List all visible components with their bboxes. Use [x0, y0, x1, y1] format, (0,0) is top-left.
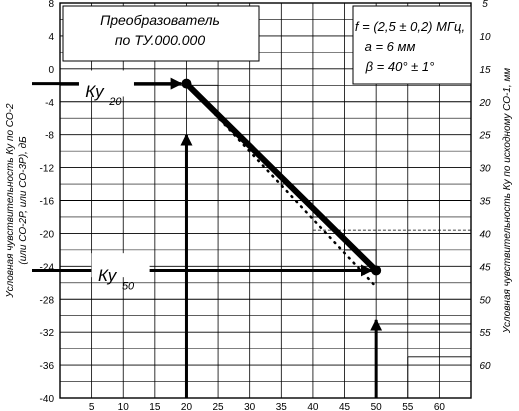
left-tick-label: -28 [40, 295, 55, 306]
left-tick-label: -24 [40, 262, 55, 273]
left-tick-label: 0 [48, 65, 54, 76]
ku50-label-bg [91, 253, 150, 278]
left-tick-label: -4 [45, 98, 54, 109]
x-tick-label: 40 [307, 402, 319, 411]
series-point [371, 265, 382, 276]
param-frequency: f = (2,5 ± 0,2) МГц, [355, 19, 465, 34]
right-tick-label: 50 [479, 295, 491, 306]
left-axis-label-line2: (или СО-2Р, или СО-3Р), дБ [18, 136, 29, 265]
right-axis-label-text: Условная чувствительность Ку по исходном… [502, 68, 513, 334]
transducer-title: Преобразователь [100, 12, 220, 28]
ku20-subscript: 20 [108, 96, 122, 108]
ku50-label: Ку [98, 266, 118, 285]
x-tick-label: 25 [213, 402, 225, 411]
right-tick-label: 10 [479, 32, 491, 43]
series-point [181, 78, 192, 89]
x-tick-label: 35 [276, 402, 288, 411]
right-tick-label: 40 [479, 229, 491, 240]
chart-grid [59, 2, 472, 399]
dotted-series-line [185, 82, 378, 289]
params-box [352, 5, 472, 85]
solid-series-line [183, 80, 380, 274]
x-tick-label: 60 [434, 402, 446, 411]
right-tick-label: 5 [482, 0, 488, 10]
param-beta: β = 40° ± 1° [365, 59, 435, 74]
ku50-subscript: 50 [122, 280, 135, 292]
right-tick-label: 30 [479, 164, 491, 175]
left-tick-label: -8 [45, 131, 54, 142]
left-tick-label: 4 [48, 32, 54, 43]
left-axis-label-line1: Условная чувствительность Ку по СО-2 [5, 103, 16, 299]
left-axis-label: Условная чувствительность Ку по СО-2 (или… [5, 103, 29, 299]
x-tick-label: 30 [244, 402, 256, 411]
x-tick-label: 20 [181, 402, 193, 411]
left-tick-label: 8 [48, 0, 54, 10]
x-tick-label: 50 [371, 402, 383, 411]
chart-marks [32, 77, 421, 398]
x-tick-label: 10 [118, 402, 130, 411]
x-tick-label: 5 [89, 402, 95, 411]
chart-labels: 840-4-8-12-16-20-24-28-32-36-40510152025… [5, 0, 513, 411]
param-a: a = 6 мм [365, 39, 416, 54]
right-tick-label: 20 [478, 98, 491, 109]
x-tick-label: 45 [339, 402, 351, 411]
plot-frame [59, 2, 472, 399]
right-tick-label: 35 [479, 197, 491, 208]
transducer-subtitle: по ТУ.000.000 [115, 32, 205, 48]
left-tick-label: -32 [40, 328, 55, 339]
left-tick-label: -12 [40, 164, 55, 175]
left-tick-label: -36 [40, 361, 55, 372]
right-tick-label: 15 [479, 65, 491, 76]
right-axis-label: Условная чувствительность Ку по исходном… [502, 68, 513, 334]
right-tick-label: 45 [479, 262, 491, 273]
left-tick-label: -40 [40, 394, 55, 405]
x-tick-label: 15 [149, 402, 161, 411]
x-tick-label: 55 [402, 402, 414, 411]
left-tick-label: -20 [40, 229, 55, 240]
left-tick-label: -16 [40, 197, 55, 208]
right-tick-label: 60 [479, 361, 491, 372]
ku20-label: Ку [85, 82, 105, 101]
right-tick-label: 25 [478, 131, 491, 142]
transducer-box [62, 5, 260, 62]
ku20-label-bg [78, 70, 134, 97]
right-tick-label: 55 [479, 328, 491, 339]
